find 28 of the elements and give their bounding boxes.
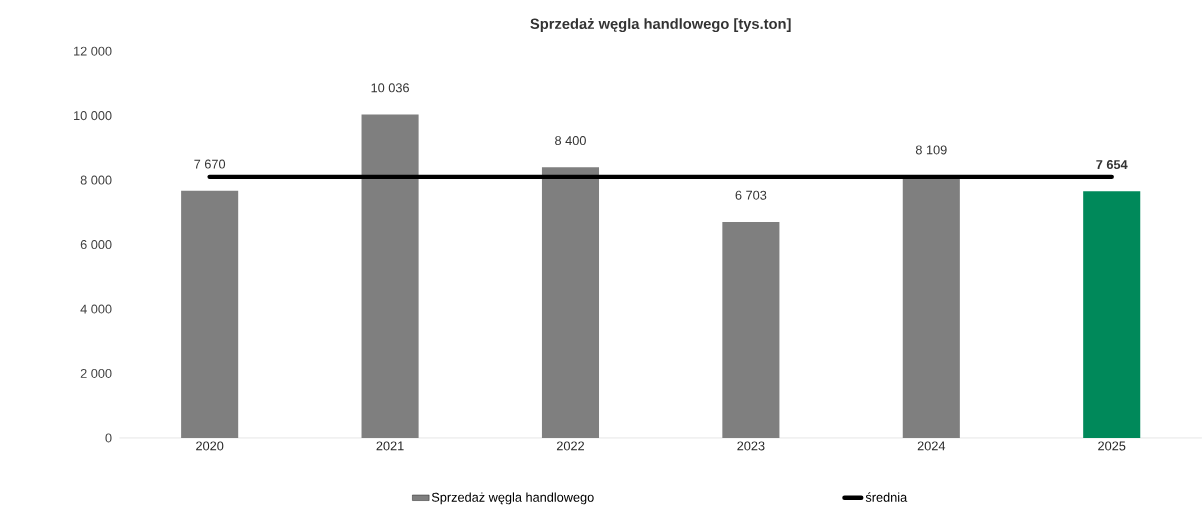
y-tick-label: 10 000 [74, 111, 112, 121]
data-label: 6 703 [735, 190, 767, 200]
data-label: 10 036 [371, 83, 409, 93]
legend-label: Sprzedaż węgla handlowego [431, 492, 594, 505]
x-tick-label: 2021 [376, 441, 404, 451]
bar [1083, 191, 1141, 439]
y-tick-label: 0 [105, 433, 112, 443]
y-tick-label: 12 000 [74, 46, 112, 56]
x-tick-label: 2020 [196, 441, 224, 451]
legend-label: średnia [865, 492, 908, 502]
bar [722, 221, 780, 439]
y-tick-label: 2 000 [80, 369, 112, 379]
x-tick-label: 2022 [556, 441, 585, 451]
bar [541, 167, 600, 439]
bar [181, 190, 239, 439]
y-tick-label: 4 000 [80, 304, 112, 314]
y-tick-label: 8 000 [80, 175, 112, 185]
bar [361, 114, 419, 439]
bar [902, 176, 960, 439]
data-label: 8 109 [915, 145, 947, 155]
data-label: 8 400 [555, 136, 586, 146]
y-tick-label: 6 000 [80, 240, 112, 250]
chart-title: Sprzedaż węgla handlowego [tys.ton] [530, 18, 791, 33]
x-tick-label: 2023 [737, 441, 765, 451]
x-tick-label: 2025 [1098, 441, 1126, 451]
data-label: 7 654 [1096, 160, 1128, 170]
data-label: 7 670 [194, 159, 226, 169]
x-tick-label: 2024 [917, 441, 946, 451]
